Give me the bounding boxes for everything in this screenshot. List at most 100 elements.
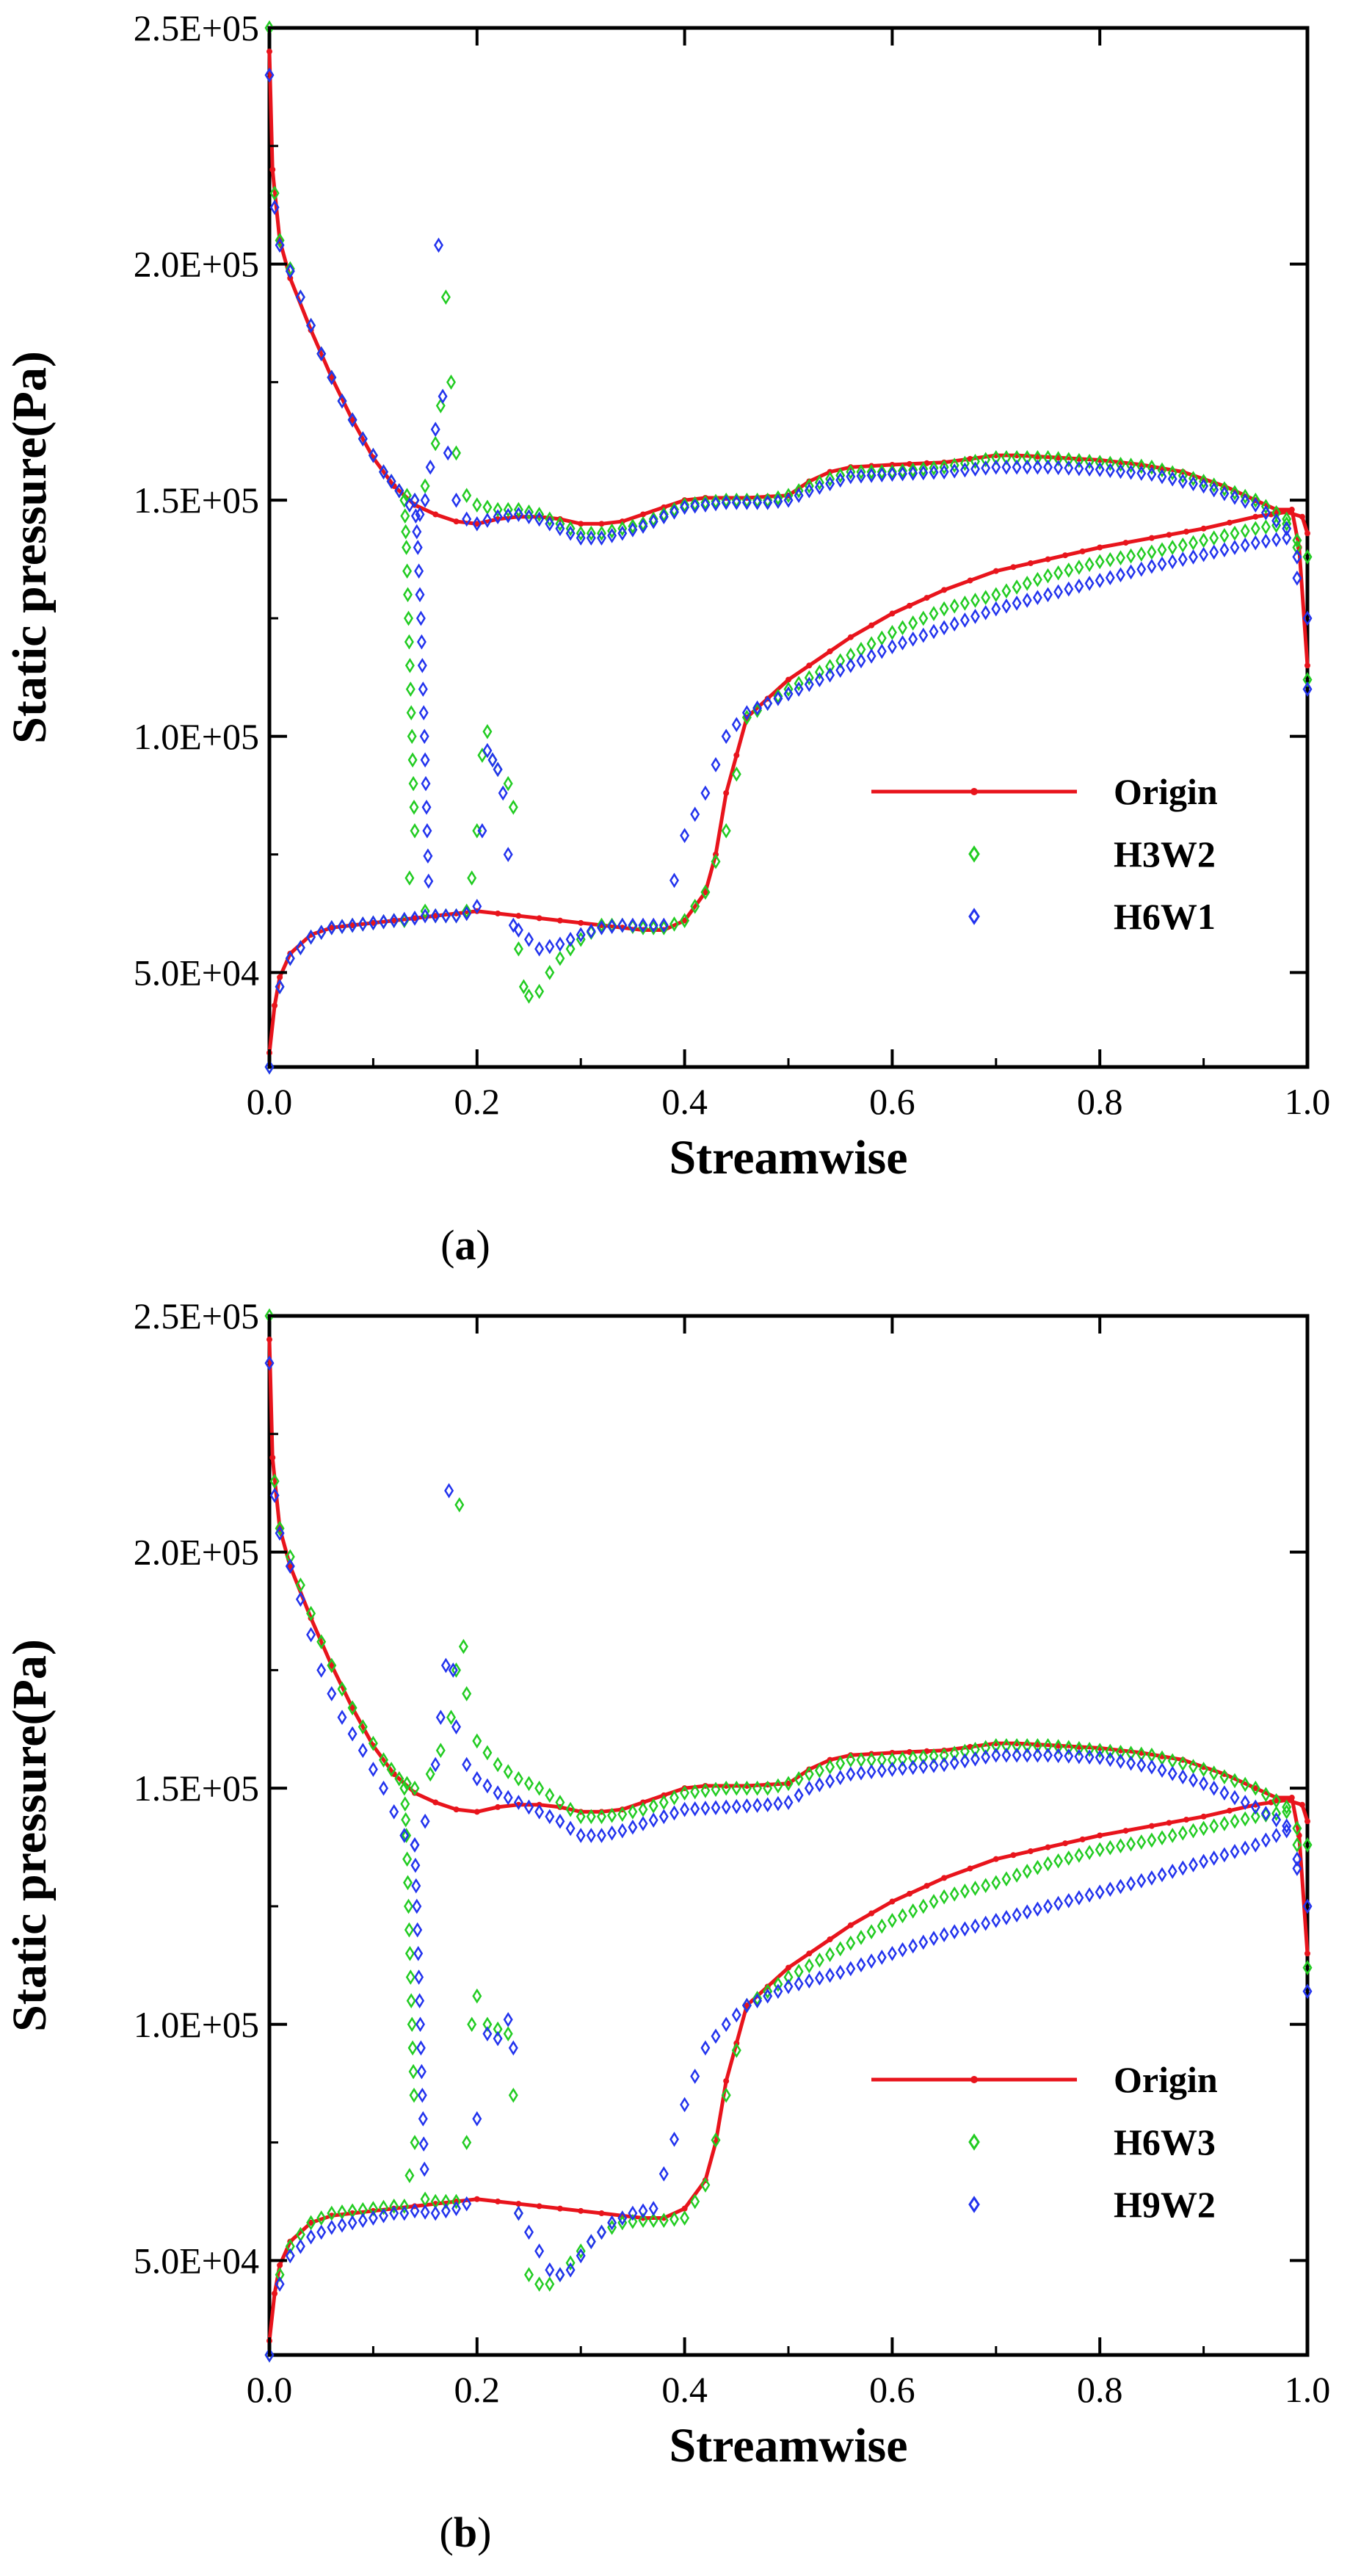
data-point	[405, 681, 415, 697]
data-point	[1097, 1832, 1103, 1839]
data-point	[404, 1922, 414, 1938]
data-point	[918, 461, 929, 477]
data-point	[1250, 1799, 1260, 1815]
data-point	[700, 495, 711, 510]
data-point	[545, 938, 555, 955]
data-point	[1209, 1818, 1219, 1834]
data-point	[565, 941, 576, 957]
data-point	[1032, 1747, 1042, 1763]
data-point	[472, 2111, 482, 2127]
data-point	[763, 1988, 773, 2004]
data-point	[744, 2002, 750, 2009]
data-point	[1105, 1751, 1115, 1768]
data-point	[711, 853, 721, 869]
data-point	[1136, 546, 1147, 562]
data-point	[462, 2196, 472, 2212]
data-point	[410, 1837, 420, 1853]
data-point	[410, 1780, 420, 1796]
data-point	[1126, 548, 1136, 564]
data-point	[347, 2215, 358, 2231]
data-point	[1271, 513, 1282, 529]
data-point	[404, 870, 415, 886]
data-point	[1302, 1983, 1313, 2000]
data-point	[773, 1976, 783, 1992]
data-point	[949, 1745, 959, 1761]
data-point	[763, 495, 773, 510]
data-point	[814, 1952, 824, 1968]
data-point	[1230, 1844, 1240, 1859]
data-point	[399, 1780, 410, 1796]
data-point	[1199, 1853, 1209, 1870]
data-point	[607, 919, 617, 935]
data-point	[524, 2267, 534, 2283]
data-point	[482, 513, 493, 528]
data-point	[1053, 1895, 1064, 1911]
data-point	[1302, 681, 1313, 697]
data-point	[1043, 459, 1053, 475]
data-point	[1116, 1838, 1125, 1854]
data-point	[690, 2193, 700, 2210]
data-point	[1084, 1742, 1095, 1757]
data-point	[1043, 449, 1053, 466]
data-point	[1027, 560, 1034, 566]
data-point	[949, 1755, 959, 1770]
data-point	[906, 460, 912, 467]
data-point	[328, 925, 335, 931]
data-point	[898, 635, 907, 651]
data-point	[586, 2234, 596, 2249]
data-point	[534, 1780, 545, 1796]
data-point	[487, 752, 498, 768]
data-point	[949, 616, 959, 632]
data-point	[440, 1657, 451, 1674]
data-point	[918, 1934, 929, 1950]
data-point	[783, 1776, 794, 1792]
data-point	[503, 507, 513, 524]
data-point	[929, 606, 939, 621]
data-point	[640, 511, 647, 518]
data-point	[576, 530, 586, 546]
data-point	[368, 2210, 378, 2226]
data-point	[825, 659, 835, 674]
data-point	[555, 1795, 565, 1810]
data-point	[846, 1961, 856, 1977]
data-point	[408, 2063, 418, 2080]
data-point	[400, 508, 410, 524]
data-point	[402, 563, 413, 579]
data-point	[866, 648, 877, 664]
data-point	[285, 2238, 295, 2254]
data-point	[1136, 1873, 1147, 1889]
data-point	[1157, 468, 1167, 485]
data-point	[1012, 1907, 1022, 1922]
data-point	[1188, 1857, 1198, 1873]
data-point	[731, 2007, 741, 2023]
data-point	[638, 1816, 648, 1831]
data-point	[700, 1801, 711, 1816]
data-point	[700, 1783, 711, 1798]
data-point	[306, 317, 316, 333]
data-point	[1250, 1837, 1260, 1853]
data-point	[949, 463, 959, 479]
data-point	[420, 492, 430, 508]
data-point	[959, 462, 970, 478]
data-point	[316, 1634, 327, 1650]
data-point	[628, 917, 638, 933]
data-point	[295, 289, 305, 305]
data-point	[638, 2203, 648, 2219]
data-point	[827, 1936, 833, 1942]
data-point	[731, 766, 741, 782]
data-point	[1032, 1859, 1042, 1875]
data-point	[617, 917, 628, 933]
data-point	[1147, 466, 1157, 482]
data-point	[462, 488, 472, 504]
data-point	[306, 1627, 316, 1643]
data-point	[825, 1947, 835, 1962]
data-point	[295, 1577, 305, 1593]
data-point	[413, 1945, 424, 1961]
data-point	[835, 468, 846, 483]
legend-swatch-point	[970, 2076, 978, 2083]
data-point	[1167, 1828, 1177, 1843]
data-point	[669, 2131, 679, 2147]
data-point	[773, 1983, 783, 2000]
data-point	[898, 1942, 907, 1958]
data-point	[723, 2077, 730, 2084]
